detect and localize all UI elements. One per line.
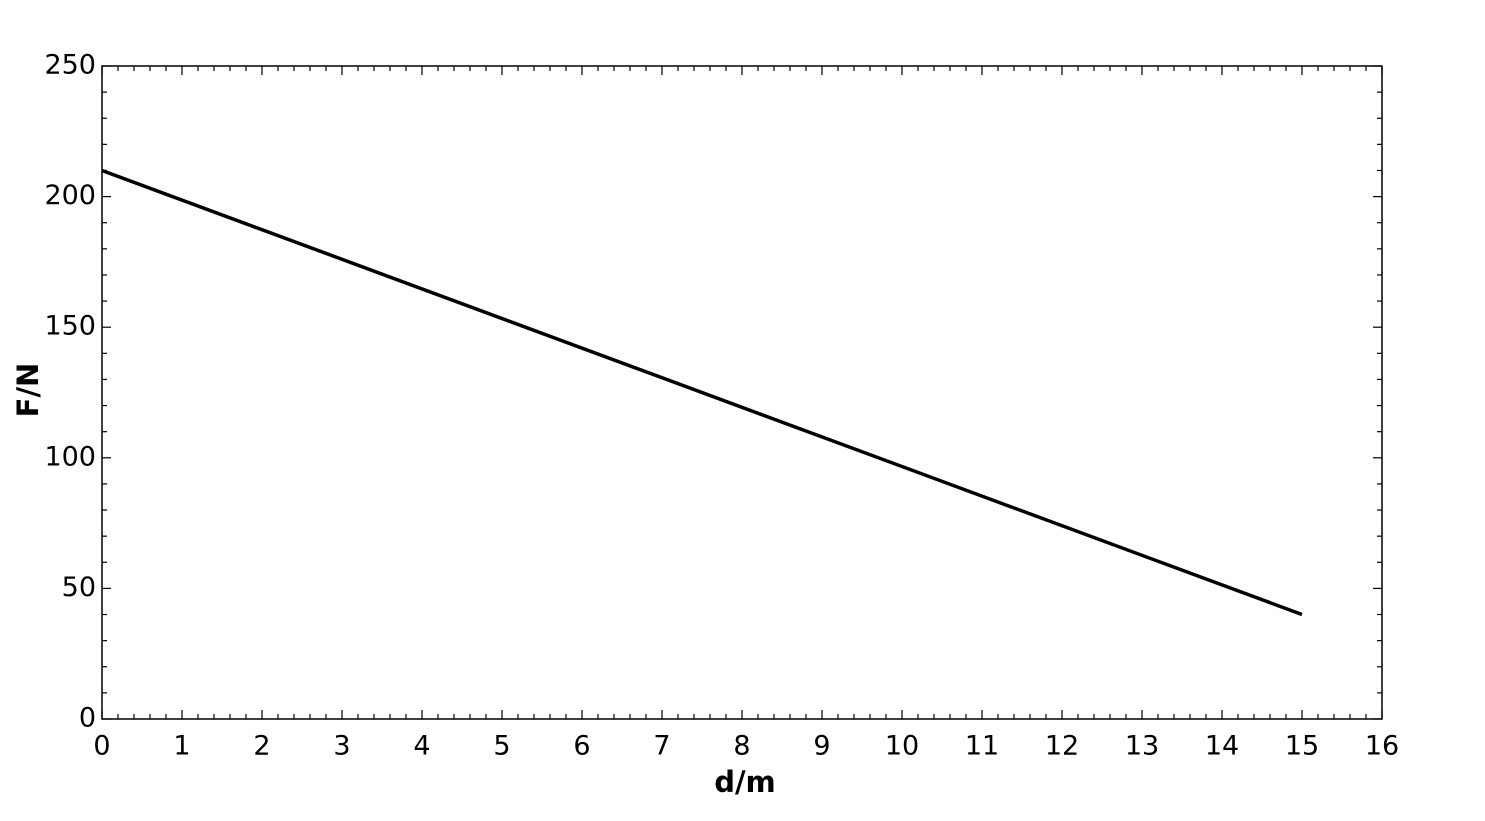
x-tick-label: 2 <box>253 731 270 762</box>
x-tick-label: 16 <box>1365 731 1399 762</box>
x-tick-label: 10 <box>885 731 919 762</box>
y-axis-title: F/N <box>11 363 45 418</box>
x-tick-label: 0 <box>93 731 110 762</box>
y-tick-label: 200 <box>44 180 96 211</box>
x-axis-title: d/m <box>714 765 776 799</box>
x-tick-label: 13 <box>1125 731 1159 762</box>
y-tick-label: 100 <box>44 441 96 472</box>
x-tick-label: 9 <box>813 731 830 762</box>
y-tick-label: 50 <box>62 572 96 603</box>
x-tick-label: 5 <box>493 731 510 762</box>
x-tick-label: 14 <box>1205 731 1239 762</box>
y-tick-label: 150 <box>44 311 96 342</box>
x-tick-label: 6 <box>573 731 590 762</box>
x-tick-label: 1 <box>173 731 190 762</box>
x-tick-label: 15 <box>1285 731 1319 762</box>
x-tick-label: 8 <box>733 731 750 762</box>
y-tick-label: 250 <box>44 50 96 81</box>
data-line <box>101 168 1303 617</box>
x-tick-label: 11 <box>965 731 999 762</box>
x-tick-label: 4 <box>413 731 430 762</box>
y-tick-label: 0 <box>79 703 96 734</box>
plot-frame <box>101 65 1383 720</box>
x-tick-label: 12 <box>1045 731 1079 762</box>
x-tick-label: 7 <box>653 731 670 762</box>
x-tick-label: 3 <box>333 731 350 762</box>
